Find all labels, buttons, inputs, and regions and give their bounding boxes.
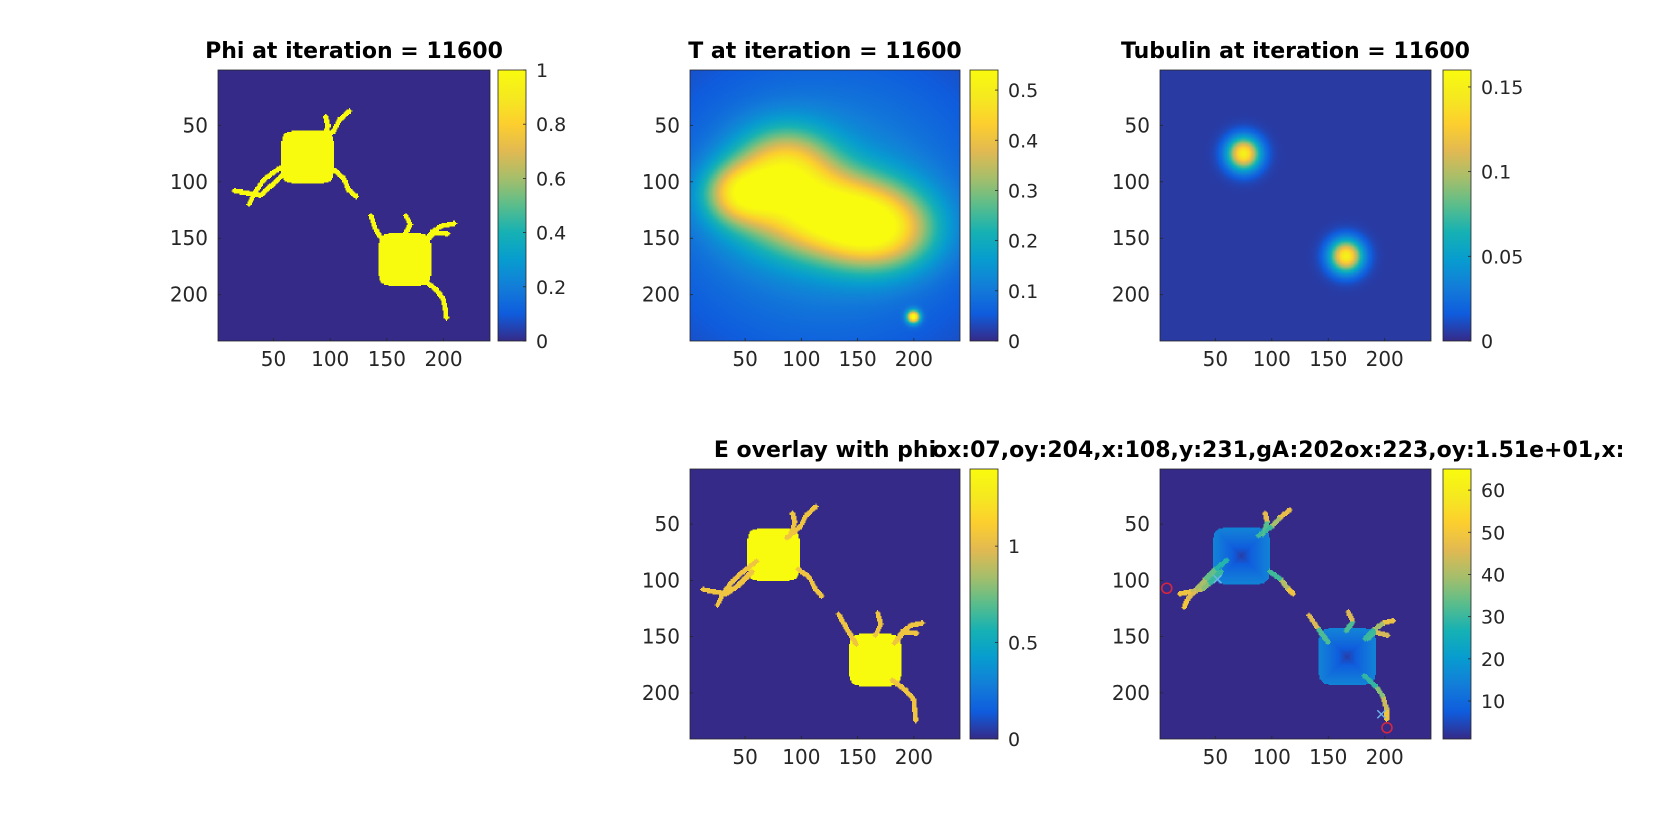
phi-ytick-label: 50 [183,113,208,137]
tubulin-colorbar-tick-label: 0.05 [1481,246,1523,268]
T-colorbar-tick-label: 0.2 [1008,231,1038,253]
phi-axes-box [217,69,491,342]
tubulin-colorbar-tick-label: 0.15 [1481,77,1523,99]
E-ytick-label: 100 [642,568,680,592]
panel-E: 50 100 150 200 50 100 150 200 E overlay with phi… [642,438,1038,769]
dist-xtick-label: 50 [1203,745,1228,769]
tubulin-xtick-label: 150 [1309,347,1347,371]
tubulin-colorbar [1442,69,1472,342]
phi-xtick-label: 50 [261,347,286,371]
phi-xtick-label: 100 [311,347,349,371]
dist-ytick-label: 100 [1112,568,1150,592]
dist-colorbar-tick-label: 50 [1481,522,1505,544]
tubulin-heatmap-image [1160,70,1431,341]
dist-axes-box [1159,468,1432,740]
T-xtick-label: 200 [895,347,933,371]
panel-T: 50 100 150 200 50 100 150 200 T at iteration = 1… [642,39,1038,371]
phi-colorbar-tick-label: 0.6 [536,168,566,190]
tubulin-ytick-label: 150 [1112,226,1150,250]
dist-colorbar-tick-label: 40 [1481,564,1505,586]
E-colorbar-tick-label: 1 [1008,536,1020,558]
tubulin-xtick-label: 50 [1203,347,1228,371]
T-xtick-label: 100 [782,347,820,371]
tubulin-ytick-label: 100 [1112,170,1150,194]
phi-ytick-label: 150 [170,226,208,250]
dist-colorbar-tick-label: 10 [1481,691,1505,713]
dist-xtick-label: 100 [1253,745,1291,769]
T-colorbar [969,69,999,342]
dist-title: ox:07,oy:204,x:108,y:231,gA:202ox:223,oy… [932,438,1624,463]
T-colorbar-tick-label: 0.4 [1008,130,1038,152]
panel-phi: 50 100 150 200 50 100 150 200 Phi at iteration =… [170,39,566,371]
T-ytick-label: 200 [642,283,680,307]
panel-tubulin: 50 100 150 200 50 100 150 200 Tubulin at iterati… [1112,39,1524,371]
dist-xtick-label: 200 [1366,745,1404,769]
E-xtick-label: 150 [839,745,877,769]
phi-ytick-label: 100 [170,170,208,194]
dist-marker-cross [1213,574,1223,584]
T-ytick-label: 50 [655,113,680,137]
phi-colorbar-tick-label: 1 [536,60,548,82]
E-colorbar-tick-label: 0 [1008,729,1020,751]
E-heatmap-image [690,469,960,739]
phi-title: Phi at iteration = 11600 [205,39,503,64]
E-xtick-label: 100 [782,745,820,769]
T-xtick-label: 150 [839,347,877,371]
tubulin-ytick-label: 200 [1112,283,1150,307]
tubulin-ytick-label: 50 [1125,113,1150,137]
dist-colorbar [1442,468,1472,740]
E-xtick-label: 200 [895,745,933,769]
dist-marker-circle [1160,582,1173,595]
panel-dist: 50 100 150 20050100150200ox:07,oy:204,x:108… [932,438,1624,769]
phi-colorbar-tick-label: 0.2 [536,277,566,299]
T-colorbar-tick-label: 0.1 [1008,281,1038,303]
phi-heatmap-image [218,70,490,341]
E-ytick-label: 200 [642,681,680,705]
dist-ytick-label: 200 [1112,681,1150,705]
tubulin-xtick-label: 100 [1253,347,1291,371]
E-title: E overlay with phi [714,438,936,463]
E-colorbar [969,468,999,740]
T-colorbar-tick-label: 0 [1008,331,1020,353]
T-ytick-label: 100 [642,170,680,194]
tubulin-axes-box [1159,69,1432,342]
phi-colorbar-tick-label: 0.8 [536,114,566,136]
phi-colorbar-tick-label: 0 [536,331,548,353]
E-xtick-label: 50 [732,745,757,769]
phi-xtick-label: 150 [368,347,406,371]
E-colorbar-tick-label: 0.5 [1008,633,1038,655]
E-ytick-label: 150 [642,625,680,649]
tubulin-title: Tubulin at iteration = 11600 [1121,39,1470,64]
T-axes-box [689,69,961,342]
T-title: T at iteration = 11600 [688,39,962,64]
T-colorbar-tick-label: 0.3 [1008,180,1038,202]
E-axes-box [689,468,961,740]
dist-xtick-label: 150 [1309,745,1347,769]
phi-colorbar-tick-label: 0.4 [536,223,566,245]
E-ytick-label: 50 [655,512,680,536]
phi-colorbar [497,69,527,342]
dist-ytick-label: 150 [1112,625,1150,649]
T-xtick-label: 50 [732,347,757,371]
phi-ytick-label: 200 [170,283,208,307]
dist-marker-circle [1381,721,1393,734]
dist-marker-cross [1376,709,1386,719]
tubulin-colorbar-tick-label: 0 [1481,331,1493,353]
dist-colorbar-tick-label: 20 [1481,649,1505,671]
tubulin-xtick-label: 200 [1366,347,1404,371]
dist-colorbar-tick-label: 30 [1481,607,1505,629]
dist-ytick-label: 50 [1125,512,1150,536]
T-colorbar-tick-label: 0.5 [1008,80,1038,102]
phi-xtick-label: 200 [424,347,462,371]
tubulin-colorbar-tick-label: 0.1 [1481,162,1511,184]
dist-heatmap-image [1160,469,1431,739]
T-ytick-label: 150 [642,226,680,250]
dist-colorbar-tick-label: 60 [1481,480,1505,502]
T-heatmap-image [690,70,960,341]
